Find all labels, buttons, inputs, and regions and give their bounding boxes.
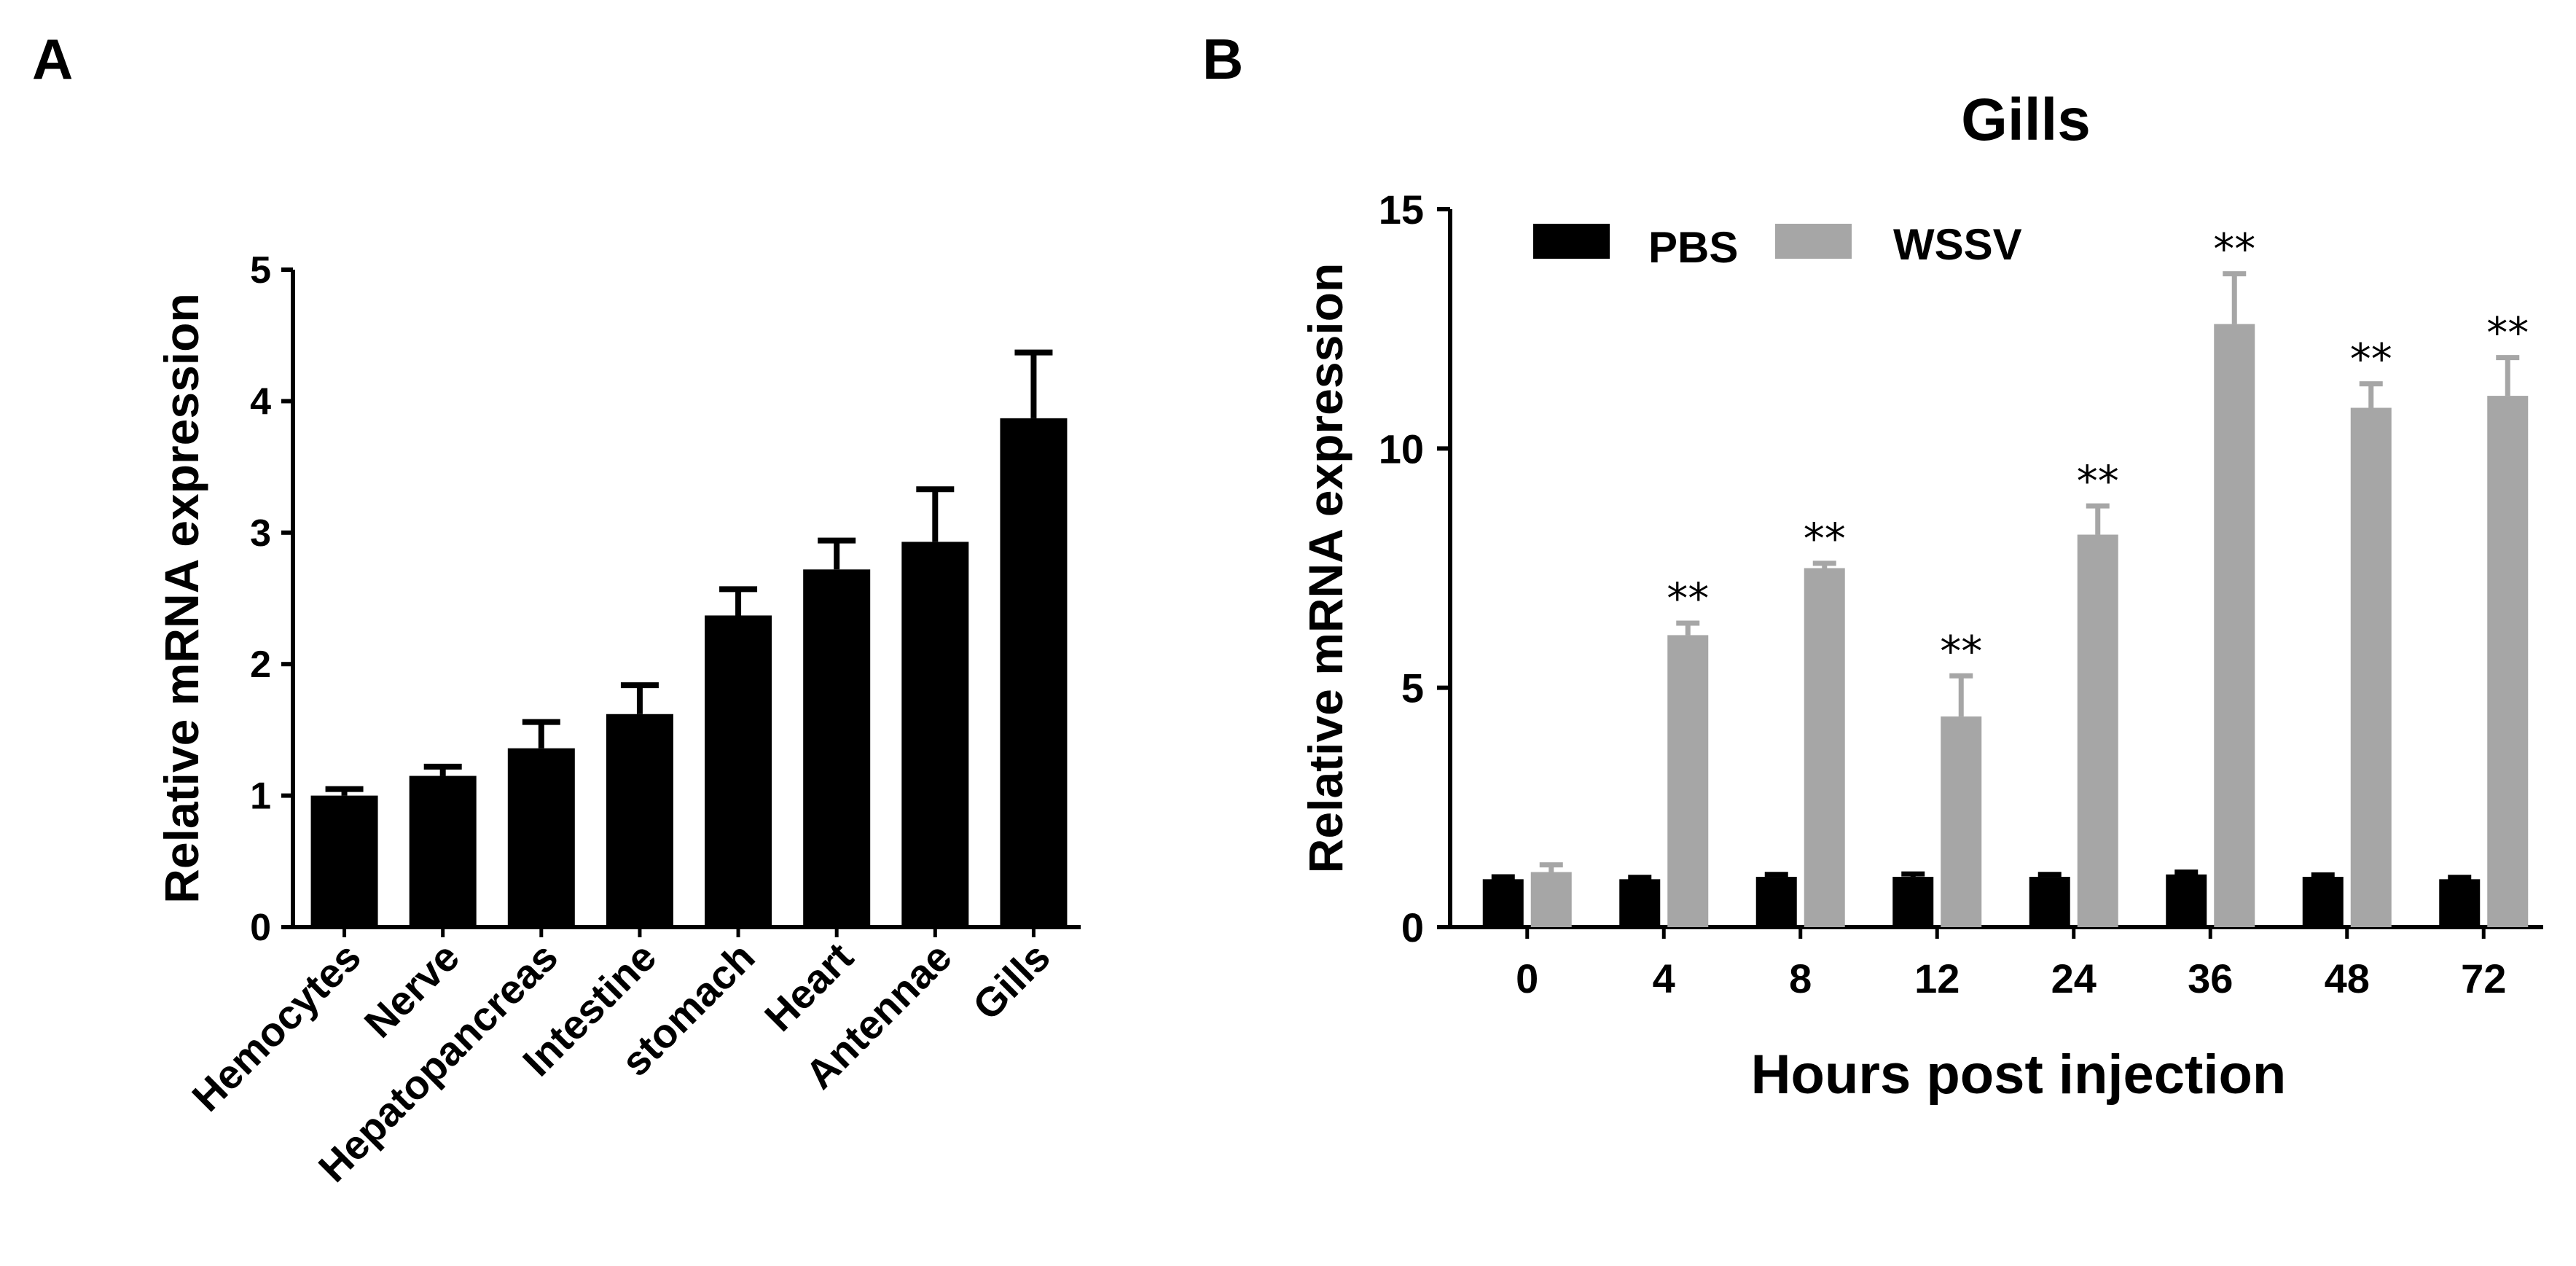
bar-pbs-0h (1482, 879, 1524, 927)
bar-pbs-72h (2439, 879, 2481, 927)
significance-12h: ** (1940, 626, 1982, 676)
significance-48h: ** (2350, 335, 2392, 384)
legend-label-pbs: PBS (1648, 223, 1738, 272)
y-tick-label-a: 0 (250, 907, 271, 949)
chart-b: Gills 0 5 10 15 Relative mRNA expression 0 ** 4 *… (1299, 87, 2543, 1106)
bar-pbs-36h (2166, 874, 2207, 927)
category-label-gills: Gills (964, 934, 1059, 1028)
x-tick-label-48: 48 (2325, 956, 2370, 1001)
y-tick-label-a: 3 (250, 512, 271, 555)
y-tick-label-a: 2 (250, 644, 271, 686)
significance-8h: ** (1804, 514, 1846, 563)
bar-hepatopancreas (507, 748, 575, 927)
bar-wssv-24h (2077, 534, 2118, 927)
bar-nerve (409, 775, 477, 927)
bar-wssv-8h (1804, 568, 1845, 927)
x-tick-label-24: 24 (2051, 956, 2097, 1001)
bar-intestine (606, 714, 673, 927)
y-tick-label-b: 10 (1379, 426, 1424, 472)
significance-72h: ** (2486, 308, 2529, 358)
panel-a-letter: A (32, 27, 73, 91)
bar-heart (803, 569, 871, 927)
bar-pbs-4h (1619, 879, 1661, 927)
significance-36h: ** (2213, 224, 2255, 274)
bar-wssv-12h (1941, 716, 1982, 927)
y-tick-label-a: 5 (250, 249, 271, 292)
x-tick-label-4: 4 (1653, 956, 1675, 1001)
category-label-hemocytes: Hemocytes (183, 934, 369, 1120)
y-axis-title-b: Relative mRNA expression (1299, 263, 1352, 874)
legend-swatch-wssv (1775, 224, 1852, 259)
bar-pbs-24h (2029, 877, 2070, 927)
bar-wssv-72h (2487, 396, 2529, 927)
bar-wssv-48h (2350, 407, 2392, 927)
y-tick-label-b: 15 (1379, 187, 1424, 233)
bar-wssv-4h (1667, 635, 1709, 927)
significance-4h: ** (1667, 574, 1709, 623)
bar-wssv-0h (1530, 872, 1572, 927)
bar-pbs-12h (1892, 877, 1934, 927)
x-tick-label-8: 8 (1789, 956, 1812, 1001)
bar-hemocytes (310, 795, 378, 927)
y-tick-label-b: 5 (1401, 665, 1424, 711)
x-tick-label-72: 72 (2461, 956, 2506, 1001)
x-tick-label-36: 36 (2188, 956, 2233, 1001)
significance-24h: ** (2077, 456, 2119, 506)
y-tick-label-a: 1 (250, 775, 271, 818)
x-tick-label-0: 0 (1516, 956, 1538, 1001)
bar-pbs-48h (2302, 877, 2344, 927)
bar-wssv-36h (2214, 324, 2255, 928)
x-axis-title-b: Hours post injection (1751, 1044, 2287, 1106)
bar-antennae (901, 542, 969, 927)
bar-stomach (705, 615, 772, 927)
y-tick-label-a: 4 (250, 380, 271, 423)
chart-title-b: Gills (1961, 87, 2091, 153)
y-tick-label-b: 0 (1401, 904, 1424, 950)
bar-pbs-8h (1755, 877, 1797, 927)
legend-label-wssv: WSSV (1893, 220, 2022, 269)
panel-b-letter: B (1202, 27, 1243, 91)
x-tick-label-12: 12 (1914, 956, 1960, 1001)
bar-gills (1000, 418, 1068, 927)
y-axis-title-a: Relative mRNA expression (154, 293, 208, 904)
legend-swatch-pbs (1533, 224, 1610, 259)
